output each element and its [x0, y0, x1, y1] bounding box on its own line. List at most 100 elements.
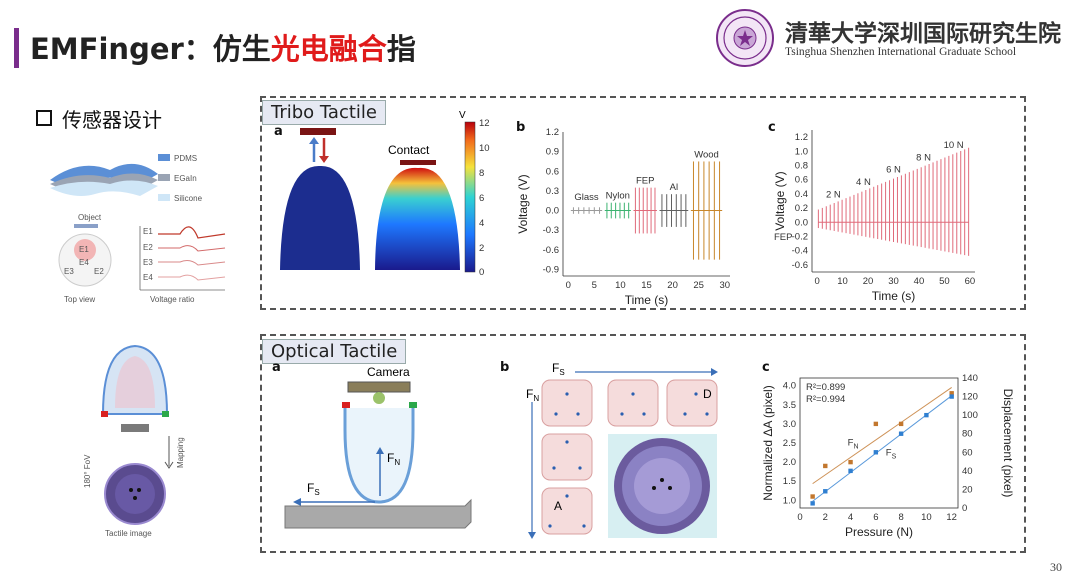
tribo-a-label: a: [274, 124, 283, 139]
y-tick-label: -0.6: [543, 245, 559, 256]
data-point: [823, 463, 828, 469]
x-tick-label: 30: [888, 276, 899, 287]
sensor-structure-illustration: PDMS EGaIn Silicone Object E1 E4 E3 E2 T…: [50, 154, 226, 304]
fs-axis-label: FS: [552, 361, 565, 377]
tribo-c-label: c: [768, 120, 776, 135]
svg-text:E1: E1: [143, 227, 153, 236]
x-axis-title: Pressure (N): [845, 525, 913, 539]
optical-fov-illustration: 180° FoV Mapping Tactile image: [83, 344, 185, 538]
x-tick-label: 0: [566, 280, 571, 291]
finger-model-contact: [375, 167, 460, 270]
x-tick-label: 0: [814, 276, 819, 287]
y2-tick-label: 60: [962, 447, 973, 458]
data-point: [873, 450, 879, 455]
force-annotation: 6 N: [886, 165, 901, 176]
x-axis-title: Time (s): [625, 293, 669, 307]
x-tick-label: 20: [667, 280, 678, 291]
y-tick-label: 0.9: [546, 147, 559, 158]
y2-tick-label: 140: [962, 373, 978, 384]
y-tick-label: 2.5: [783, 438, 796, 449]
data-point: [924, 412, 929, 418]
layer-label-pdms: PDMS: [174, 154, 197, 163]
series-label: FEP: [774, 232, 792, 243]
tribo-tactile-panel: [260, 96, 1026, 310]
series-label: FEP: [636, 176, 654, 187]
series-label: Glass: [574, 192, 599, 203]
y-tick-label: -0.4: [792, 246, 808, 257]
svg-text:4: 4: [479, 218, 484, 229]
fov-label: 180° FoV: [83, 454, 92, 488]
tribo-b-label: b: [516, 120, 526, 135]
pressing-block: [300, 128, 336, 135]
y2-tick-label: 80: [962, 429, 973, 440]
data-point: [898, 421, 904, 427]
tribo-c-chart: -0.6 -0.4 -0.2 0.0 0.2 0.4 0.6 0.8 1.0 1.2 0 10 20 30…: [773, 130, 976, 303]
svg-text:10: 10: [479, 143, 490, 154]
force-annotation: 2 N: [826, 189, 841, 200]
x-tick-label: 40: [914, 276, 925, 287]
y2-tick-label: 100: [962, 410, 978, 421]
x-axis-title: Time (s): [872, 289, 916, 303]
x-tick-label: 12: [946, 512, 957, 523]
x-tick-label: 50: [939, 276, 950, 287]
a-marker-label: A: [554, 499, 562, 513]
tribo-simulation-figure: Contact: [280, 128, 460, 270]
y-tick-label: 3.5: [783, 400, 796, 411]
y-tick-label: 4.0: [783, 381, 796, 392]
optical-a-label: a: [272, 360, 281, 375]
y2-tick-label: 20: [962, 484, 973, 495]
electrode-e3: E3: [64, 267, 74, 276]
svg-text:12: 12: [479, 118, 490, 129]
camera-label: Camera: [367, 365, 410, 379]
institution-name-en: Tsinghua Shenzhen International Graduate…: [785, 46, 1017, 58]
optical-c-chart: 1.0 1.5 2.0 2.5 3.0 3.5 4.0 0 20 40 60 80 100 120 140 0…: [761, 373, 1015, 539]
data-point: [823, 489, 828, 494]
title-highlight: 光电融合: [270, 32, 387, 66]
y-tick-label: 0.4: [795, 189, 808, 200]
data-point: [848, 459, 853, 465]
y-tick-label: -0.2: [792, 232, 808, 243]
electrode-e1: E1: [79, 245, 89, 254]
svg-text:0: 0: [479, 267, 484, 278]
section-heading: 传感器设计: [36, 104, 162, 133]
y-tick-label: 0.8: [795, 161, 808, 172]
data-point: [949, 391, 954, 396]
optical-sensor-figure: Camera FN FS: [284, 365, 472, 529]
optical-tactile-panel: [260, 334, 1026, 553]
y-axis-title: Voltage (V): [773, 171, 787, 230]
x-tick-label: 60: [965, 276, 976, 287]
y2-axis-title: Displacement (pixel): [1001, 389, 1015, 498]
fn-label: FN: [387, 451, 400, 467]
fn-axis-label: FN: [526, 387, 539, 403]
series-label: FS: [886, 448, 897, 461]
institution-name-cn: 清華大学深圳国际研究生院: [785, 20, 1061, 47]
y-tick-label: 1.5: [783, 476, 796, 487]
electrode-e4: E4: [79, 258, 89, 267]
series-label: Nylon: [606, 191, 630, 202]
data-point: [873, 421, 879, 427]
x-tick-label: 25: [693, 280, 704, 291]
x-tick-label: 5: [592, 280, 597, 291]
y-tick-label: 0.6: [795, 175, 808, 186]
series-label: Wood: [694, 149, 719, 160]
y-tick-label: -0.3: [543, 225, 559, 236]
x-tick-label: 8: [898, 512, 903, 523]
x-tick-label: 6: [873, 512, 878, 523]
svg-text:2: 2: [479, 243, 484, 254]
x-tick-label: 10: [837, 276, 848, 287]
svg-text:6: 6: [479, 193, 484, 204]
y-tick-label: 1.0: [795, 146, 808, 157]
series-label: Al: [670, 182, 678, 193]
y-tick-label: 0.3: [546, 186, 559, 197]
optical-c-label: c: [762, 360, 770, 375]
data-point: [810, 494, 815, 499]
y-tick-label: 0.0: [546, 206, 559, 217]
data-point: [848, 468, 853, 474]
x-tick-label: 10: [921, 512, 932, 523]
page-number: 30: [1050, 560, 1062, 574]
x-tick-label: 30: [719, 280, 730, 291]
layer-label-egain: EGaIn: [174, 174, 197, 183]
top-view-label: Top view: [64, 295, 95, 304]
y-tick-label: 3.0: [783, 419, 796, 430]
camera-body: [347, 381, 411, 393]
